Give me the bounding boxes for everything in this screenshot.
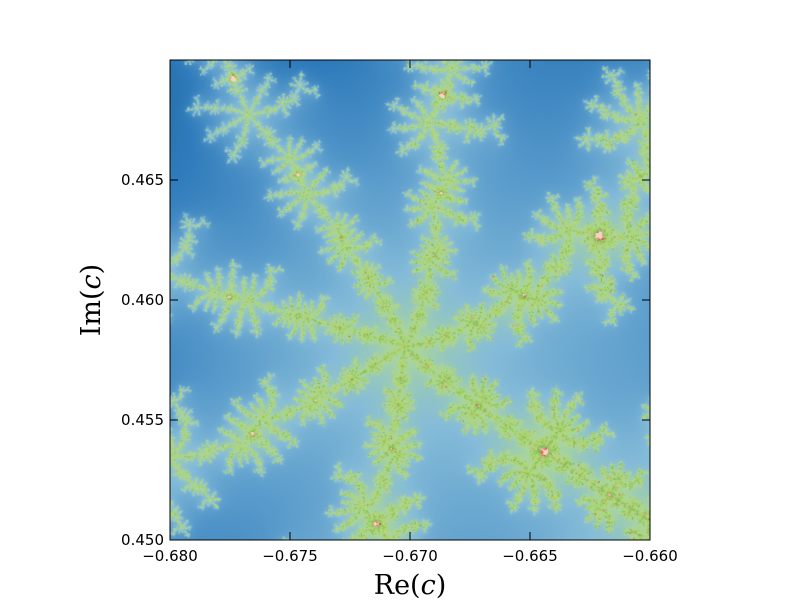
y-tick-label: 0.465 — [121, 171, 164, 189]
x-tick-label: −0.660 — [622, 547, 678, 565]
x-tick-label: −0.665 — [502, 547, 558, 565]
fractal-image — [170, 60, 650, 540]
y-axis: 0.450 0.455 0.460 0.465 — [121, 171, 650, 549]
y-tick-label: 0.455 — [121, 411, 164, 429]
y-tick-label: 0.450 — [121, 531, 164, 549]
y-axis-label: Im(c) — [76, 264, 107, 336]
y-tick-label: 0.460 — [121, 291, 164, 309]
plot-area — [170, 60, 650, 540]
x-axis-label: Re(c) — [374, 570, 447, 600]
x-tick-label: −0.675 — [262, 547, 318, 565]
x-axis: −0.680 −0.675 −0.670 −0.665 −0.660 — [142, 60, 678, 565]
x-tick-label: −0.680 — [142, 547, 198, 565]
x-tick-label: −0.670 — [382, 547, 438, 565]
